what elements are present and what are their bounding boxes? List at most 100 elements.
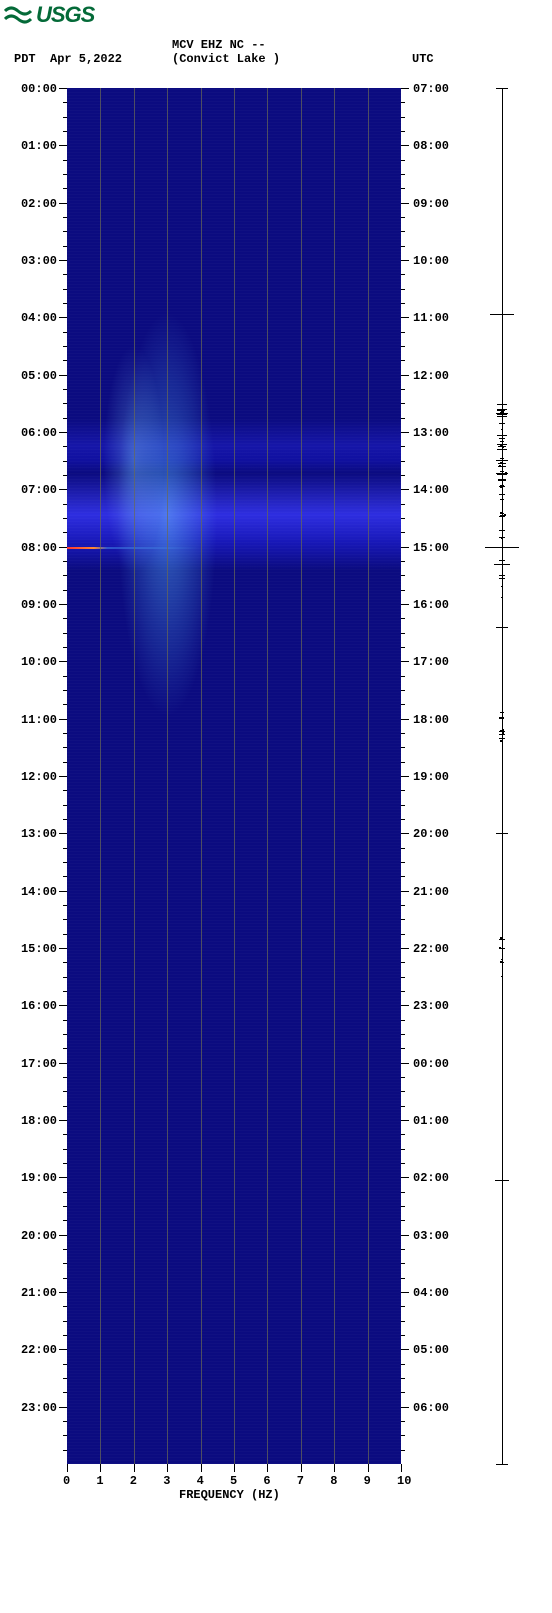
pdt-time-label: 13:00 bbox=[21, 827, 57, 841]
utc-time-label: 18:00 bbox=[413, 713, 449, 727]
freq-tick-label: 4 bbox=[197, 1474, 204, 1488]
pdt-time-label: 15:00 bbox=[21, 942, 57, 956]
pdt-tick bbox=[59, 1407, 67, 1408]
utc-time-label: 21:00 bbox=[413, 885, 449, 899]
pdt-tick bbox=[59, 1120, 67, 1121]
freq-tick-label: 7 bbox=[297, 1474, 304, 1488]
utc-tick bbox=[401, 203, 409, 204]
utc-time-label: 05:00 bbox=[413, 1343, 449, 1357]
pdt-tick bbox=[59, 833, 67, 834]
freq-tick-label: 3 bbox=[163, 1474, 170, 1488]
pdt-time-label: 02:00 bbox=[21, 197, 57, 211]
freq-tick bbox=[334, 1464, 335, 1472]
utc-tick bbox=[401, 604, 409, 605]
pdt-time-label: 10:00 bbox=[21, 655, 57, 669]
utc-tick bbox=[401, 833, 409, 834]
utc-tick bbox=[401, 1235, 409, 1236]
pdt-tick bbox=[59, 1349, 67, 1350]
freq-tick bbox=[167, 1464, 168, 1472]
station-line-2: (Convict Lake ) bbox=[172, 52, 280, 66]
freq-tick bbox=[201, 1464, 202, 1472]
pdt-time-label: 06:00 bbox=[21, 426, 57, 440]
usgs-logo-text: USGS bbox=[36, 2, 94, 28]
utc-time-label: 17:00 bbox=[413, 655, 449, 669]
freq-tick bbox=[234, 1464, 235, 1472]
pdt-time-label: 00:00 bbox=[21, 82, 57, 96]
utc-time-label: 14:00 bbox=[413, 483, 449, 497]
pdt-time-label: 08:00 bbox=[21, 541, 57, 555]
utc-time-label: 16:00 bbox=[413, 598, 449, 612]
freq-tick bbox=[401, 1464, 402, 1472]
utc-time-label: 13:00 bbox=[413, 426, 449, 440]
pdt-tick bbox=[59, 719, 67, 720]
pdt-time-label: 05:00 bbox=[21, 369, 57, 383]
freq-tick-label: 0 bbox=[63, 1474, 70, 1488]
pdt-tick bbox=[59, 1292, 67, 1293]
freq-tick bbox=[100, 1464, 101, 1472]
pdt-time-label: 16:00 bbox=[21, 999, 57, 1013]
utc-tick bbox=[401, 489, 409, 490]
pdt-tick bbox=[59, 891, 67, 892]
pdt-tick bbox=[59, 1177, 67, 1178]
pdt-tick bbox=[59, 203, 67, 204]
utc-time-label: 01:00 bbox=[413, 1114, 449, 1128]
waveform-rail bbox=[502, 88, 503, 1464]
pdt-tick bbox=[59, 145, 67, 146]
pdt-time-label: 09:00 bbox=[21, 598, 57, 612]
frequency-axis-label: FREQUENCY (HZ) bbox=[179, 1488, 280, 1502]
utc-tick bbox=[401, 661, 409, 662]
utc-tick bbox=[401, 1292, 409, 1293]
utc-time-label: 00:00 bbox=[413, 1057, 449, 1071]
utc-time-label: 10:00 bbox=[413, 254, 449, 268]
pdt-tick bbox=[59, 547, 67, 548]
right-timezone-label: UTC bbox=[412, 52, 434, 66]
utc-time-label: 11:00 bbox=[413, 311, 449, 325]
pdt-time-label: 18:00 bbox=[21, 1114, 57, 1128]
utc-tick bbox=[401, 1407, 409, 1408]
freq-tick-label: 10 bbox=[397, 1474, 411, 1488]
pdt-time-label: 23:00 bbox=[21, 1401, 57, 1415]
spectrogram-heatmap bbox=[67, 88, 401, 1464]
waveform-event bbox=[495, 1180, 509, 1181]
utc-tick bbox=[401, 375, 409, 376]
pdt-tick bbox=[59, 776, 67, 777]
pdt-time-label: 22:00 bbox=[21, 1343, 57, 1357]
pdt-time-label: 11:00 bbox=[21, 713, 57, 727]
utc-time-label: 04:00 bbox=[413, 1286, 449, 1300]
pdt-time-label: 20:00 bbox=[21, 1229, 57, 1243]
pdt-tick bbox=[59, 88, 67, 89]
wave-icon bbox=[4, 4, 32, 26]
freq-tick bbox=[67, 1464, 68, 1472]
utc-tick bbox=[401, 1063, 409, 1064]
utc-tick bbox=[401, 948, 409, 949]
pdt-tick bbox=[59, 317, 67, 318]
pdt-tick bbox=[59, 604, 67, 605]
pdt-tick bbox=[59, 1063, 67, 1064]
header-date: Apr 5,2022 bbox=[50, 52, 122, 66]
utc-time-label: 09:00 bbox=[413, 197, 449, 211]
left-timezone-label: PDT bbox=[14, 52, 36, 66]
freq-tick-label: 5 bbox=[230, 1474, 237, 1488]
utc-time-label: 19:00 bbox=[413, 770, 449, 784]
waveform-event bbox=[490, 314, 514, 315]
freq-tick-label: 1 bbox=[96, 1474, 103, 1488]
waveform-event bbox=[496, 627, 508, 628]
pdt-time-label: 07:00 bbox=[21, 483, 57, 497]
utc-tick bbox=[401, 776, 409, 777]
utc-time-label: 08:00 bbox=[413, 139, 449, 153]
waveform-event bbox=[485, 547, 519, 548]
waveform-event bbox=[496, 833, 508, 834]
pdt-tick bbox=[59, 432, 67, 433]
utc-time-label: 02:00 bbox=[413, 1171, 449, 1185]
freq-tick-label: 2 bbox=[130, 1474, 137, 1488]
utc-time-label: 06:00 bbox=[413, 1401, 449, 1415]
utc-time-label: 07:00 bbox=[413, 82, 449, 96]
usgs-logo: USGS bbox=[4, 2, 94, 28]
utc-tick bbox=[401, 1349, 409, 1350]
freq-tick bbox=[301, 1464, 302, 1472]
freq-tick-label: 9 bbox=[364, 1474, 371, 1488]
freq-tick bbox=[368, 1464, 369, 1472]
utc-tick bbox=[401, 1005, 409, 1006]
pdt-tick bbox=[59, 661, 67, 662]
pdt-time-label: 01:00 bbox=[21, 139, 57, 153]
